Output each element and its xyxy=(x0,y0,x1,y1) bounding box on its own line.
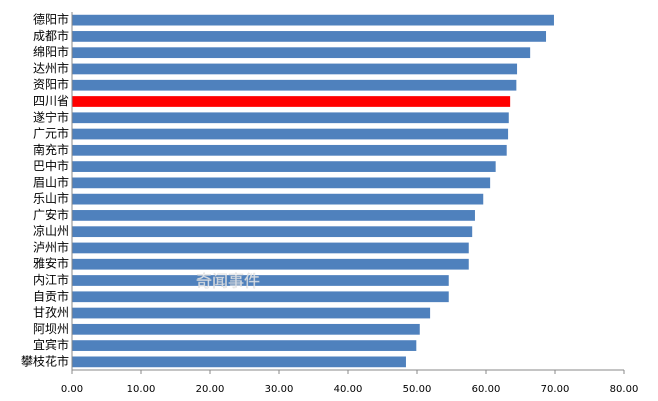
y-tick-label: 巴中市 xyxy=(33,158,69,173)
y-tick-label: 眉山市 xyxy=(33,174,69,189)
y-tick-label: 自贡市 xyxy=(33,288,69,303)
bar xyxy=(72,226,473,238)
bar xyxy=(72,210,475,221)
bar xyxy=(72,31,547,42)
bar xyxy=(72,258,469,270)
y-tick-label: 乐山市 xyxy=(33,191,69,206)
bar xyxy=(72,14,554,26)
x-tick-label: 50.00 xyxy=(403,384,432,395)
x-tick-label: 80.00 xyxy=(610,384,639,395)
bar xyxy=(72,177,491,189)
y-tick-label: 广安市 xyxy=(33,207,69,222)
y-tick-label: 阿坝州 xyxy=(33,322,69,336)
x-tick-label: 40.00 xyxy=(334,384,363,395)
x-tick-label: 10.00 xyxy=(127,384,156,395)
y-tick-label: 南充市 xyxy=(33,142,69,157)
bar xyxy=(72,193,484,205)
x-tick-label: 20.00 xyxy=(196,384,225,395)
y-tick-label: 四川省 xyxy=(33,94,69,108)
y-tick-label: 广元市 xyxy=(33,126,69,141)
bar xyxy=(72,242,469,254)
bar xyxy=(72,112,509,124)
y-tick-label: 资阳市 xyxy=(33,77,69,92)
bar xyxy=(72,340,417,351)
bar xyxy=(72,79,517,91)
x-tick-label: 0.00 xyxy=(61,384,83,395)
x-tick-label: 60.00 xyxy=(472,384,501,395)
bar xyxy=(72,63,518,75)
bar xyxy=(72,47,531,59)
bar xyxy=(72,356,406,368)
watermark: 奇闻事件 xyxy=(196,272,260,291)
y-tick-label: 遂宁市 xyxy=(33,109,69,124)
bar xyxy=(72,291,449,303)
y-tick-label: 德阳市 xyxy=(33,12,69,27)
y-tick-label: 甘孜州 xyxy=(33,306,69,320)
bar xyxy=(72,275,449,286)
y-tick-label: 泸州市 xyxy=(33,239,69,254)
bar xyxy=(72,161,496,172)
y-tick-label: 内江市 xyxy=(33,272,69,287)
bar xyxy=(72,144,507,156)
y-tick-label: 攀枝花市 xyxy=(21,353,69,368)
x-tick-label: 30.00 xyxy=(265,384,294,395)
bar xyxy=(72,323,420,335)
y-tick-label: 达州市 xyxy=(33,60,69,75)
y-tick-label: 宜宾市 xyxy=(33,337,69,352)
x-tick-label: 70.00 xyxy=(541,384,570,395)
y-tick-label: 雅安市 xyxy=(33,256,69,271)
bar xyxy=(72,96,511,107)
y-tick-label: 成都市 xyxy=(33,28,69,43)
y-tick-label: 凉山州 xyxy=(33,223,69,238)
bar xyxy=(72,128,509,140)
y-tick-label: 绵阳市 xyxy=(33,44,69,59)
bar xyxy=(72,307,431,319)
